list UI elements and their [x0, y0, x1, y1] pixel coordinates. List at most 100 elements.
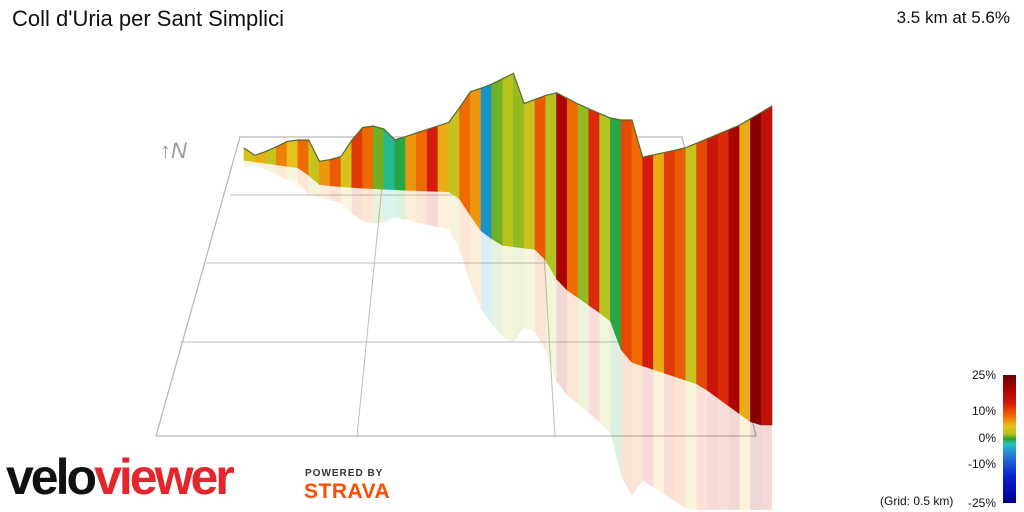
- profile-segment: [750, 111, 762, 426]
- reflection-segment: [534, 249, 546, 351]
- reflection-segment: [513, 246, 525, 343]
- segment-title: Coll d'Uria per Sant Simplici: [12, 6, 284, 31]
- profile-segment: [491, 78, 503, 246]
- legend-tick-neg10: -10%: [967, 457, 996, 471]
- reflection-segment: [340, 186, 352, 214]
- profile-outline: [243, 72, 773, 162]
- reflection-segment: [330, 185, 341, 204]
- reflection-segment: [707, 390, 719, 510]
- reflection-segment: [502, 245, 514, 343]
- reflection-segment: [362, 188, 374, 224]
- profile-segment: [610, 117, 622, 350]
- legend-tick-neg25: -25%: [967, 496, 996, 510]
- legend-tick-0: 0%: [978, 431, 996, 445]
- profile-segment: [685, 142, 697, 385]
- reflection-segment: [631, 362, 643, 496]
- reflection-segment: [276, 164, 288, 180]
- reflection-segment: [675, 376, 686, 509]
- reflection-segment: [739, 413, 751, 510]
- reflection-segment: [524, 248, 535, 332]
- reflection-segment: [448, 191, 460, 249]
- north-arrow-icon: ↑N: [160, 138, 187, 163]
- reflection-segment: [685, 380, 697, 510]
- reflection-segment: [254, 161, 266, 170]
- reflection-segment: [416, 190, 428, 225]
- reflection-segment: [470, 215, 482, 310]
- reflection-segment: [427, 190, 438, 228]
- reflection-segment: [384, 189, 395, 223]
- reflection-segment: [308, 175, 320, 198]
- veloviewer-logo: veloviewer: [6, 449, 235, 505]
- reflection-segment: [319, 184, 331, 201]
- profile-segment: [362, 125, 374, 189]
- profile-segment: [523, 99, 536, 250]
- segment-stats: 3.5 km at 5.6%: [896, 8, 1010, 27]
- reflection-segment: [394, 189, 406, 220]
- reflection-segment: [287, 166, 298, 183]
- profile-segment: [437, 122, 450, 193]
- profile-segment: [696, 138, 708, 391]
- profile-segment: [545, 92, 557, 280]
- reflection-segment: [599, 312, 611, 433]
- elevation-reflection: [244, 160, 772, 510]
- profile-segment: [556, 92, 568, 291]
- profile-segment: [459, 90, 471, 217]
- profile-segment: [286, 139, 299, 169]
- reflection-segment: [373, 188, 385, 224]
- profile-segment: [760, 105, 773, 426]
- profile-segment: [577, 103, 590, 306]
- legend-tick-25: 25%: [971, 368, 996, 382]
- profile-segment: [566, 97, 579, 299]
- reflection-segment: [405, 190, 417, 223]
- reflection-segment: [653, 369, 665, 495]
- profile-segment: [631, 119, 643, 367]
- reflection-segment: [696, 383, 708, 510]
- profile-segment: [674, 147, 687, 381]
- profile-segment: [276, 140, 288, 167]
- reflection-segment: [588, 305, 600, 423]
- profile-segment: [717, 129, 730, 407]
- profile-segment: [739, 118, 751, 423]
- profile-segment: [405, 132, 417, 191]
- profile-segment: [319, 159, 331, 187]
- strava-logo: STRAVA: [304, 480, 391, 503]
- gradient-color-scale: [1003, 375, 1016, 503]
- reflection-segment: [265, 163, 277, 175]
- reflection-segment: [491, 238, 503, 337]
- profile-segment: [373, 125, 385, 190]
- profile-segment: [534, 95, 547, 261]
- reflection-segment: [297, 167, 309, 195]
- legend-tick-10: 10%: [971, 404, 996, 418]
- profile-segment: [653, 152, 665, 374]
- profile-segment: [642, 154, 654, 370]
- profile-segment: [426, 125, 439, 192]
- profile-segment: [469, 87, 482, 232]
- profile-segment: [394, 136, 406, 191]
- reflection-segment: [578, 297, 589, 414]
- reflection-segment: [556, 278, 568, 396]
- powered-by-text: POWERED BY: [305, 468, 384, 479]
- profile-segment: [620, 119, 633, 364]
- profile-segment: [728, 124, 740, 415]
- reflection-segment: [621, 349, 632, 496]
- reflection-segment: [610, 320, 622, 477]
- reflection-segment: [459, 198, 471, 284]
- profile-segment: [329, 156, 342, 187]
- profile-segment: [480, 83, 493, 240]
- reflection-segment: [244, 160, 255, 168]
- grid-scale-note: (Grid: 0.5 km): [880, 494, 954, 508]
- reflection-segment: [664, 373, 676, 502]
- profile-segment: [448, 106, 460, 200]
- reflection-segment: [642, 365, 654, 488]
- reflection-segment: [750, 421, 762, 510]
- profile-segment: [416, 129, 428, 192]
- reflection-segment: [545, 260, 557, 382]
- profile-segment: [707, 133, 719, 399]
- reflection-segment: [728, 406, 740, 510]
- reflection-segment: [761, 425, 772, 510]
- profile-segment: [502, 72, 514, 248]
- profile-segment: [663, 149, 676, 378]
- profile-segment: [599, 112, 611, 322]
- profile-segment: [588, 108, 600, 314]
